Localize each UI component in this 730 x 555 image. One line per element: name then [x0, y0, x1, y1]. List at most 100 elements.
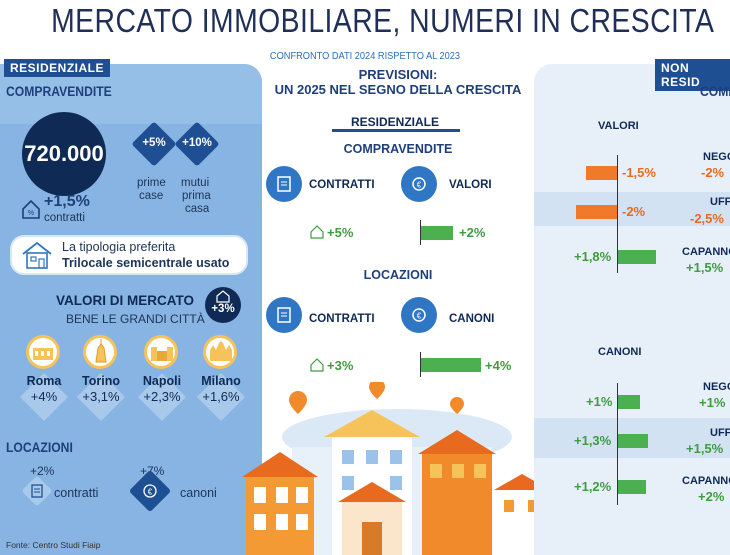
prev-canoni-value: +4%: [485, 358, 512, 373]
valori-value-capannoni: +1,8%: [574, 249, 612, 264]
valori-icon: €: [401, 166, 437, 202]
loc-canoni-label: canoni: [180, 486, 217, 500]
prev-valori-value: +2%: [459, 225, 486, 240]
previsioni-residenziale: RESIDENZIALE: [350, 115, 439, 129]
valori-value-negozi: -1,5%: [622, 165, 656, 180]
valori-change-capannoni: +1,5%: [686, 260, 724, 275]
source-note: Fonte: Centro Studi Fiaip: [6, 540, 101, 550]
city-value-milano: +1,6%: [202, 389, 240, 404]
valori-label-uffici: UFF: [710, 196, 730, 208]
non-residenziale-tag: NON RESID: [655, 59, 730, 91]
canoni-label-negozi: NEGO: [703, 381, 730, 393]
non-res-valori-header: VALORI: [598, 120, 639, 132]
tipologia-pill: [10, 235, 248, 275]
mutui-label-2: prima: [182, 190, 211, 202]
prev-contratti-label: CONTRATTI: [309, 179, 375, 191]
previsioni-locazioni: LOCAZIONI: [363, 268, 433, 282]
tipologia-label: La tipologia preferita: [62, 240, 176, 254]
prime-case-value: +5%: [142, 137, 166, 149]
valori-row-stripe: [534, 192, 730, 226]
city-name-torino: Torino: [82, 374, 120, 388]
non-res-canoni-axis: [617, 383, 618, 505]
page-title: MERCATO IMMOBILIARE, NUMERI IN CRESCITA: [51, 2, 715, 39]
non-res-valori-axis: [617, 155, 618, 273]
canoni-label-uffici: UFF: [710, 427, 730, 439]
city-value-napoli: +2,3%: [143, 389, 181, 404]
contratti-label: contratti: [44, 212, 85, 224]
valori-change-negozi: -2%: [701, 165, 725, 180]
valori-mercato-sub: BENE LE GRANDI CITTÀ: [66, 312, 205, 326]
house-up-icon: %: [22, 199, 40, 219]
previsioni-title-1: PREVISIONI:: [358, 67, 438, 82]
svg-text:€: €: [417, 181, 422, 190]
canoni-icon: €: [401, 297, 437, 333]
mutui-label-3: casa: [185, 203, 210, 215]
prime-case-label-1: prime: [137, 177, 166, 189]
contratti-change: +1,5%: [44, 193, 90, 210]
valori-label-negozi: NEGO: [703, 151, 730, 163]
loc-contratti-icon: [266, 297, 302, 333]
house-up-small-icon: [216, 290, 230, 303]
city-value-torino: +3,1%: [82, 389, 120, 404]
valori-axis: [420, 220, 421, 245]
valori-change: +3%: [211, 303, 235, 315]
previsioni-compravendite: COMPRAVENDITE: [343, 142, 453, 156]
total-sales-circle: 720.000: [22, 112, 106, 196]
residenziale-underline: [332, 129, 460, 132]
house-up-green-icon: [310, 225, 324, 239]
canoni-value-uffici: +1,3%: [574, 433, 612, 448]
prime-case-label-2: case: [139, 190, 164, 202]
residenziale-tag: RESIDENZIALE: [4, 59, 111, 77]
houses-illustration: [242, 382, 550, 555]
mole-icon: [95, 339, 107, 363]
loc-contratti-label: contratti: [54, 486, 99, 500]
mutui-value: +10%: [182, 137, 212, 149]
valori-value-uffici: -2%: [622, 204, 646, 219]
canoni-bar-negozi: [618, 395, 640, 409]
napoli-castle-icon: [151, 347, 173, 361]
city-name-napoli: Napoli: [142, 374, 182, 388]
document-icon: [31, 484, 43, 498]
house-icon: [22, 241, 52, 269]
non-res-compravendite: COMP: [700, 84, 730, 99]
city-value-roma: +4%: [30, 389, 58, 404]
valori-bar-capannoni: [618, 250, 656, 264]
prev-contratti-value: +5%: [327, 225, 354, 240]
valori-mercato-label: VALORI DI MERCATO: [56, 293, 194, 308]
city-name-roma: Roma: [26, 374, 62, 388]
canoni-bar-capannoni: [618, 480, 646, 494]
tipologia-value: Trilocale semicentrale usato: [62, 256, 230, 270]
valori-change-circle: [205, 287, 241, 323]
canoni-value-negozi: +1%: [586, 394, 613, 409]
canoni-change-capannoni: +2%: [698, 489, 725, 504]
prev-loc-contratti-value: +3%: [327, 358, 354, 373]
city-name-milano: Milano: [201, 374, 241, 388]
canoni-axis: [420, 352, 421, 377]
valori-bar-negozi: [586, 166, 617, 180]
non-res-canoni-header: CANONI: [598, 346, 642, 358]
duomo-icon: [210, 341, 232, 361]
prev-canoni-bar: [421, 358, 481, 372]
loc-contratti-value: +2%: [30, 464, 55, 478]
locazioni-label: LOCAZIONI: [6, 440, 73, 455]
previsioni-title-2: UN 2025 NEL SEGNO DELLA CRESCITA: [274, 82, 522, 97]
non-residenziale-panel: [534, 64, 730, 555]
canoni-bar-uffici: [618, 434, 648, 448]
svg-text:%: %: [28, 210, 34, 217]
prev-valori-label: VALORI: [449, 179, 492, 191]
valori-label-capannoni: CAPANNO: [682, 246, 730, 258]
prev-canoni-label: CANONI: [449, 313, 495, 325]
valori-bar-uffici: [576, 205, 617, 219]
compravendite-label: COMPRAVENDITE: [6, 84, 112, 99]
mutui-label-1: mutui: [181, 177, 210, 189]
house-up-green-icon-2: [310, 358, 324, 372]
colosseum-icon: [33, 348, 53, 360]
prev-loc-contratti-label: CONTRATTI: [309, 313, 375, 325]
page-subtitle: CONFRONTO DATI 2024 RISPETTO AL 2023: [269, 50, 461, 62]
valori-change-uffici: -2,5%: [690, 211, 724, 226]
canoni-change-uffici: +1,5%: [686, 441, 724, 456]
money-icon: €: [143, 484, 157, 498]
canoni-label-capannoni: CAPANNO: [682, 475, 730, 487]
svg-text:€: €: [148, 488, 153, 497]
contratti-icon: [266, 166, 302, 202]
